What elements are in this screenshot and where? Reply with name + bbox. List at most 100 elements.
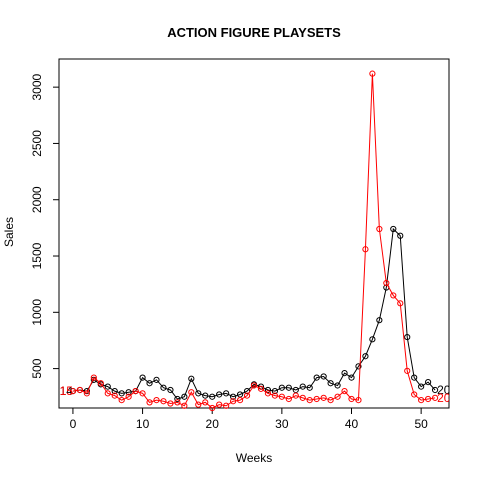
- series-end-label: 2015: [437, 391, 464, 405]
- data-point-2015: [111, 392, 118, 399]
- data-point-2015: [404, 367, 411, 374]
- data-point-2014: [111, 388, 118, 395]
- data-point-2014: [411, 374, 418, 381]
- data-point-2015: [125, 393, 132, 400]
- data-point-2015: [264, 390, 272, 397]
- data-point-2014: [341, 370, 348, 377]
- data-point-2015: [327, 397, 334, 404]
- data-point-2014: [313, 374, 320, 381]
- data-point-2014: [230, 393, 237, 400]
- data-point-2014: [376, 317, 383, 324]
- data-point-2015: [97, 380, 104, 387]
- data-point-2015: [243, 392, 251, 399]
- data-point-2015: [202, 399, 209, 406]
- data-point-2014: [202, 392, 209, 399]
- series-start-label: 2014: [46, 384, 73, 398]
- data-point-2014: [271, 388, 278, 395]
- data-point-2014: [223, 390, 230, 397]
- data-point-2014: [125, 389, 132, 396]
- data-point-2014: [174, 395, 181, 403]
- x-tick-label: 40: [345, 417, 359, 431]
- data-point-2014: [355, 363, 362, 370]
- y-tick-label: 2500: [30, 130, 44, 157]
- data-point-2014: [397, 232, 404, 239]
- data-point-2014: [404, 333, 411, 341]
- data-point-2015: [174, 399, 181, 406]
- data-point-2014: [264, 386, 272, 394]
- data-point-2014: [153, 376, 160, 383]
- y-tick-label: 1000: [30, 299, 44, 326]
- data-point-2014: [390, 225, 397, 233]
- data-point-2015: [257, 385, 265, 392]
- data-point-2014: [306, 384, 313, 391]
- data-point-2015: [90, 374, 97, 381]
- data-point-2015: [83, 390, 90, 397]
- data-point-2015: [195, 401, 202, 408]
- data-point-2015: [209, 404, 216, 412]
- data-point-2015: [118, 397, 125, 404]
- data-point-2015: [431, 394, 439, 401]
- data-point-2015: [397, 300, 404, 307]
- data-point-2015: [167, 400, 174, 407]
- data-point-2015: [104, 390, 111, 397]
- y-tick-label: 2000: [30, 186, 44, 213]
- data-point-2014: [425, 379, 432, 386]
- series-end-label: 2014: [437, 383, 464, 397]
- y-tick-label: 500: [30, 358, 44, 378]
- data-point-2014: [418, 383, 425, 390]
- data-point-2014: [209, 393, 216, 400]
- data-point-2015: [181, 402, 188, 409]
- data-point-2014: [327, 380, 334, 387]
- data-point-2014: [362, 353, 369, 360]
- data-point-2014: [299, 383, 306, 390]
- data-point-2015: [376, 225, 383, 233]
- data-point-2014: [348, 374, 355, 381]
- data-point-2014: [285, 384, 292, 391]
- data-point-2015: [76, 386, 83, 394]
- data-point-2015: [188, 389, 195, 396]
- data-point-2014: [334, 382, 341, 389]
- data-point-2014: [195, 390, 202, 397]
- x-tick-label: 0: [70, 417, 77, 431]
- data-point-2015: [383, 279, 390, 287]
- data-point-2015: [299, 394, 306, 401]
- data-point-2015: [236, 397, 244, 404]
- data-point-2014: [139, 374, 146, 381]
- data-point-2014: [160, 384, 167, 391]
- x-tick-label: 30: [275, 417, 289, 431]
- data-point-2014: [369, 336, 376, 343]
- data-point-2015: [278, 393, 285, 400]
- data-point-2015: [153, 397, 160, 404]
- data-point-2014: [146, 380, 153, 387]
- data-point-2015: [348, 395, 355, 403]
- data-point-2015: [306, 397, 313, 404]
- data-point-2015: [223, 402, 230, 409]
- y-axis-label: Sales: [2, 217, 16, 247]
- data-point-2014: [181, 393, 188, 400]
- data-point-2015: [69, 388, 77, 395]
- data-point-2015: [230, 398, 237, 405]
- data-point-2015: [320, 394, 327, 401]
- data-point-2015: [411, 391, 418, 398]
- data-point-2014: [278, 384, 285, 391]
- data-point-2014: [118, 390, 125, 397]
- x-axis-label: Weeks: [236, 451, 272, 465]
- data-point-2015: [146, 399, 153, 406]
- data-point-2015: [418, 397, 425, 404]
- data-point-2015: [369, 70, 376, 77]
- data-point-2015: [390, 292, 397, 299]
- x-tick-label: 10: [136, 417, 150, 431]
- data-point-2014: [188, 375, 195, 382]
- x-tick-label: 20: [206, 417, 220, 431]
- data-point-2015: [355, 397, 362, 404]
- chart-title: ACTION FIGURE PLAYSETS: [167, 25, 341, 40]
- data-point-2015: [271, 392, 278, 399]
- y-tick-label: 1500: [30, 242, 44, 269]
- data-point-2015: [425, 395, 432, 403]
- y-tick-label: 3000: [30, 73, 44, 100]
- data-point-2014: [104, 383, 111, 390]
- data-point-2015: [292, 392, 299, 399]
- data-point-2014: [216, 391, 223, 398]
